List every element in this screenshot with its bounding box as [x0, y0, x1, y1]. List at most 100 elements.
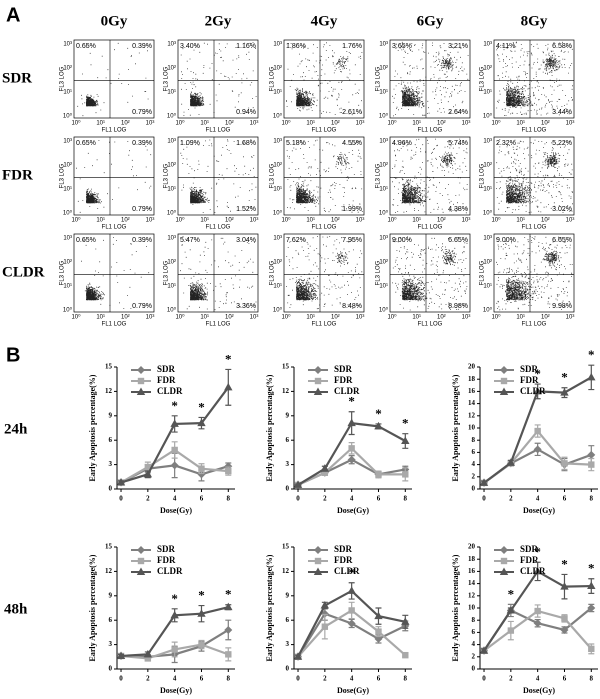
y-tick-label: 10³: [167, 139, 176, 145]
y-tick-label: 10³: [483, 236, 492, 242]
y-tick-label: 15: [105, 543, 113, 551]
y-tick-label: 10³: [379, 139, 388, 145]
x-tick-label: 10⁰: [491, 120, 501, 127]
y-tick-label: 3: [286, 460, 290, 468]
x-axis-label: FL1 LOG: [206, 225, 231, 231]
legend-label: FDR: [334, 555, 353, 565]
dot-cloud: [76, 140, 152, 213]
y-tick-label: 10: [468, 604, 476, 612]
row-header: 24h: [4, 421, 28, 437]
y-axis-label: FL3 LOG: [60, 260, 66, 285]
x-tick-label: 10²: [225, 121, 234, 127]
x-axis-label: FL1 LOG: [312, 322, 337, 328]
marker: [401, 436, 410, 445]
quadrant-percent: 5.22%: [552, 140, 572, 147]
y-tick-label: 10⁰: [63, 307, 73, 314]
y-tick-label: 3: [109, 460, 113, 468]
y-tick-label: 0: [286, 485, 290, 493]
y-tick-label: 10¹: [167, 90, 176, 96]
quadrant-percent: 4.55%: [342, 140, 362, 147]
column-header: 8Gy: [521, 13, 548, 29]
quadrant-percent: 1.86%: [286, 43, 306, 50]
marker: [534, 607, 541, 615]
plot-frame: [177, 136, 259, 216]
marker: [143, 469, 153, 478]
x-tick-label: 10³: [146, 315, 155, 321]
y-tick-label: 6: [472, 628, 476, 636]
x-tick-label: 10³: [566, 121, 575, 127]
marker: [587, 581, 596, 590]
quadrant-percent: 4.96%: [392, 140, 412, 147]
significance-star: *: [171, 398, 178, 413]
marker: [224, 382, 233, 391]
x-tick-label: 10²: [331, 218, 340, 224]
x-tick-label: 10¹: [96, 315, 105, 321]
legend-label: FDR: [157, 375, 176, 385]
x-tick-label: 0: [296, 495, 300, 503]
dot-cloud: [180, 42, 257, 116]
legend-label: FDR: [157, 555, 176, 565]
x-tick-label: 10³: [356, 315, 365, 321]
marker: [321, 469, 329, 476]
legend-marker: [137, 546, 145, 554]
x-tick-label: 10³: [250, 218, 259, 224]
x-tick-label: 10⁰: [387, 217, 397, 224]
marker: [170, 461, 179, 470]
marker: [402, 471, 409, 478]
y-tick-label: 10³: [167, 236, 176, 242]
row-header: SDR: [2, 70, 32, 86]
y-tick-label: 10⁰: [379, 307, 389, 314]
marker: [293, 480, 303, 488]
y-axis-label: FL3 LOG: [60, 66, 66, 91]
quadrant-percent: 8.48%: [342, 303, 362, 310]
quadrant-percent: 0.65%: [76, 237, 96, 244]
y-tick-label: 10⁰: [483, 210, 493, 217]
marker: [225, 467, 232, 475]
x-axis-label: FL1 LOG: [206, 128, 231, 134]
quadrant-percent: 1.16%: [236, 43, 256, 50]
y-tick-label: 10¹: [483, 90, 492, 96]
x-tick-label: 10⁰: [71, 217, 81, 224]
y-tick-label: 10²: [273, 163, 282, 169]
quadrant-percent: 6.65%: [448, 237, 468, 244]
legend-marker: [499, 387, 509, 395]
legend-marker: [500, 377, 508, 385]
y-tick-label: 0: [472, 485, 476, 493]
y-tick-label: 10¹: [63, 284, 72, 290]
x-tick-label: 10³: [250, 315, 259, 321]
x-tick-label: 10⁰: [491, 314, 501, 321]
y-tick-label: 10²: [379, 66, 388, 72]
x-axis-label: Dose(Gy): [160, 506, 192, 515]
quadrant-percent: 0.39%: [132, 43, 152, 50]
y-tick-label: 10³: [167, 42, 176, 48]
legend-marker: [500, 366, 508, 374]
legend-label: SDR: [334, 544, 353, 554]
legend-marker: [314, 546, 322, 554]
y-axis-label: Early Apoptosis percentage(%): [265, 554, 274, 661]
y-axis-label: Early Apoptosis percentage(%): [451, 554, 460, 661]
x-axis-label: FL1 LOG: [522, 128, 547, 134]
marker: [171, 446, 178, 454]
x-tick-label: 6: [200, 675, 204, 683]
y-tick-label: 10²: [483, 163, 492, 169]
y-tick-label: 6: [286, 436, 290, 444]
marker: [293, 652, 303, 660]
x-tick-label: 10²: [541, 218, 550, 224]
quadrant-percent: 5.18%: [286, 140, 306, 147]
x-tick-label: 10¹: [516, 218, 525, 224]
legend-marker: [136, 567, 146, 575]
y-tick-label: 12: [468, 591, 476, 599]
plot-frame: [493, 233, 575, 313]
y-tick-label: 10²: [273, 260, 282, 266]
x-axis-label: FL1 LOG: [418, 322, 443, 328]
y-tick-label: 15: [282, 363, 290, 371]
dot-cloud: [496, 139, 573, 214]
y-tick-label: 14: [468, 579, 476, 587]
quadrant-percent: 0.65%: [76, 140, 96, 147]
x-axis-label: FL1 LOG: [522, 225, 547, 231]
x-tick-label: 4: [173, 495, 177, 503]
y-tick-label: 10⁰: [379, 113, 389, 120]
marker: [587, 604, 596, 612]
significance-star: *: [375, 406, 382, 421]
y-tick-label: 10¹: [379, 284, 388, 290]
